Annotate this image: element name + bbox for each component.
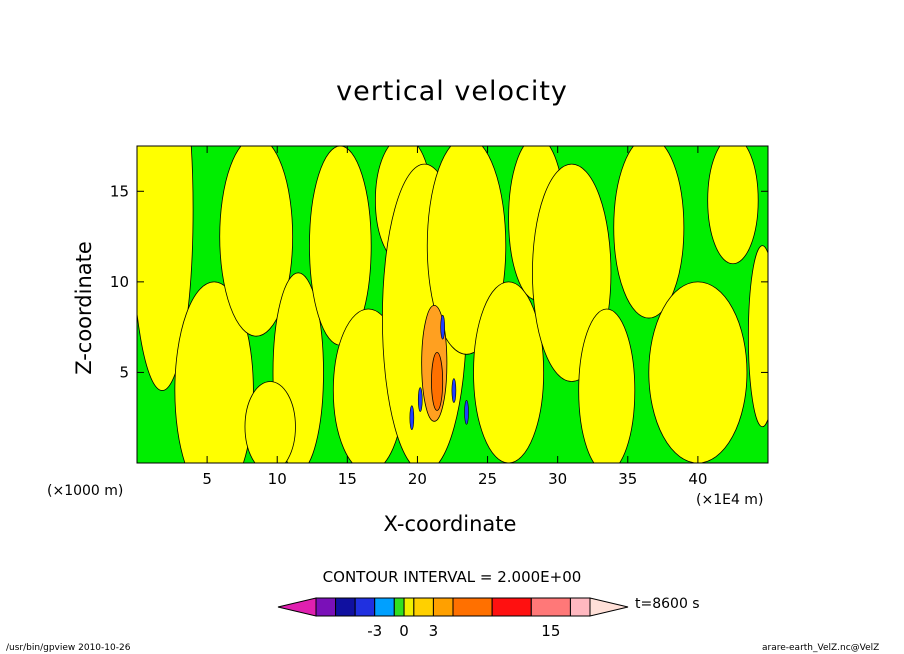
contour-negative-region — [440, 314, 445, 340]
contour-positive-region — [648, 281, 748, 463]
contour-negative-region — [409, 405, 415, 431]
x-tick-label: 40 — [688, 470, 707, 488]
y-tick-label: 5 — [119, 363, 129, 381]
colorbar-swatch — [530, 597, 571, 617]
contour-positive-region — [578, 308, 636, 463]
colorbar-tick-label: 15 — [541, 622, 560, 640]
colorbar-tick-label: 0 — [399, 622, 409, 640]
contour-strongest-positive-region — [431, 352, 444, 411]
x-tick-label: 10 — [268, 470, 287, 488]
contour-positive-region — [473, 281, 545, 463]
x-tick-label: 15 — [338, 470, 357, 488]
contour-positive-region — [174, 281, 254, 463]
x-axis-label: X-coordinate — [383, 512, 517, 536]
colorbar: -3 0 3 15 — [277, 597, 629, 640]
chart-title: vertical velocity — [336, 76, 568, 107]
colorbar-tick-label: 3 — [429, 622, 439, 640]
x-unit-label: (×1000 m) — [47, 483, 124, 499]
timestamp-label: t=8600 s — [635, 596, 700, 612]
colorbar-swatch — [315, 597, 337, 617]
colorbar-swatch — [452, 597, 493, 617]
contour-negative-region — [417, 387, 423, 412]
y-tick-label: 10 — [110, 273, 129, 291]
contour-positive-region — [219, 146, 294, 337]
colorbar-swatch — [491, 597, 532, 617]
colorbar-swatch — [374, 597, 395, 617]
colorbar-swatch — [393, 597, 405, 617]
colorbar-high-extend — [589, 597, 629, 617]
contour-positive-region — [137, 146, 194, 391]
y-tick-label: 15 — [110, 182, 129, 200]
footer-left: /usr/bin/gpview 2010-10-26 — [6, 643, 131, 653]
contour-negative-region — [451, 378, 457, 403]
contour-negative-region — [464, 399, 469, 425]
colorbar-swatch — [432, 597, 454, 617]
contour-positive-region — [707, 146, 759, 265]
plot-frame — [136, 145, 769, 464]
colorbar-swatch — [403, 597, 415, 617]
contour-fields — [137, 146, 768, 463]
contour-interval-label: CONTOUR INTERVAL = 2.000E+00 — [322, 568, 582, 586]
footer-right: arare-earth_VelZ.nc@VelZ — [762, 643, 880, 653]
contour-positive-region — [747, 245, 768, 428]
y-unit-label: (×1E4 m) — [696, 492, 764, 508]
contour-positive-region — [244, 381, 296, 463]
colorbar-low-extend — [277, 597, 317, 617]
y-axis-label: Z-coordinate — [72, 241, 96, 375]
x-tick-label: 25 — [478, 470, 497, 488]
x-tick-label: 20 — [408, 470, 427, 488]
x-tick-label: 30 — [548, 470, 567, 488]
x-tick-label: 35 — [618, 470, 637, 488]
colorbar-swatch — [569, 597, 591, 617]
contour-positive-region — [613, 146, 685, 319]
x-tick-label: 5 — [202, 470, 212, 488]
colorbar-swatch — [413, 597, 434, 617]
colorbar-tick-label: -3 — [367, 622, 382, 640]
colorbar-swatch — [354, 597, 376, 617]
axes: 5 10 15 20 25 30 35 40 5 10 15 — [110, 146, 768, 488]
colorbar-swatch — [335, 597, 356, 617]
plot-area: 5 10 15 20 25 30 35 40 5 10 15 — [110, 145, 769, 488]
